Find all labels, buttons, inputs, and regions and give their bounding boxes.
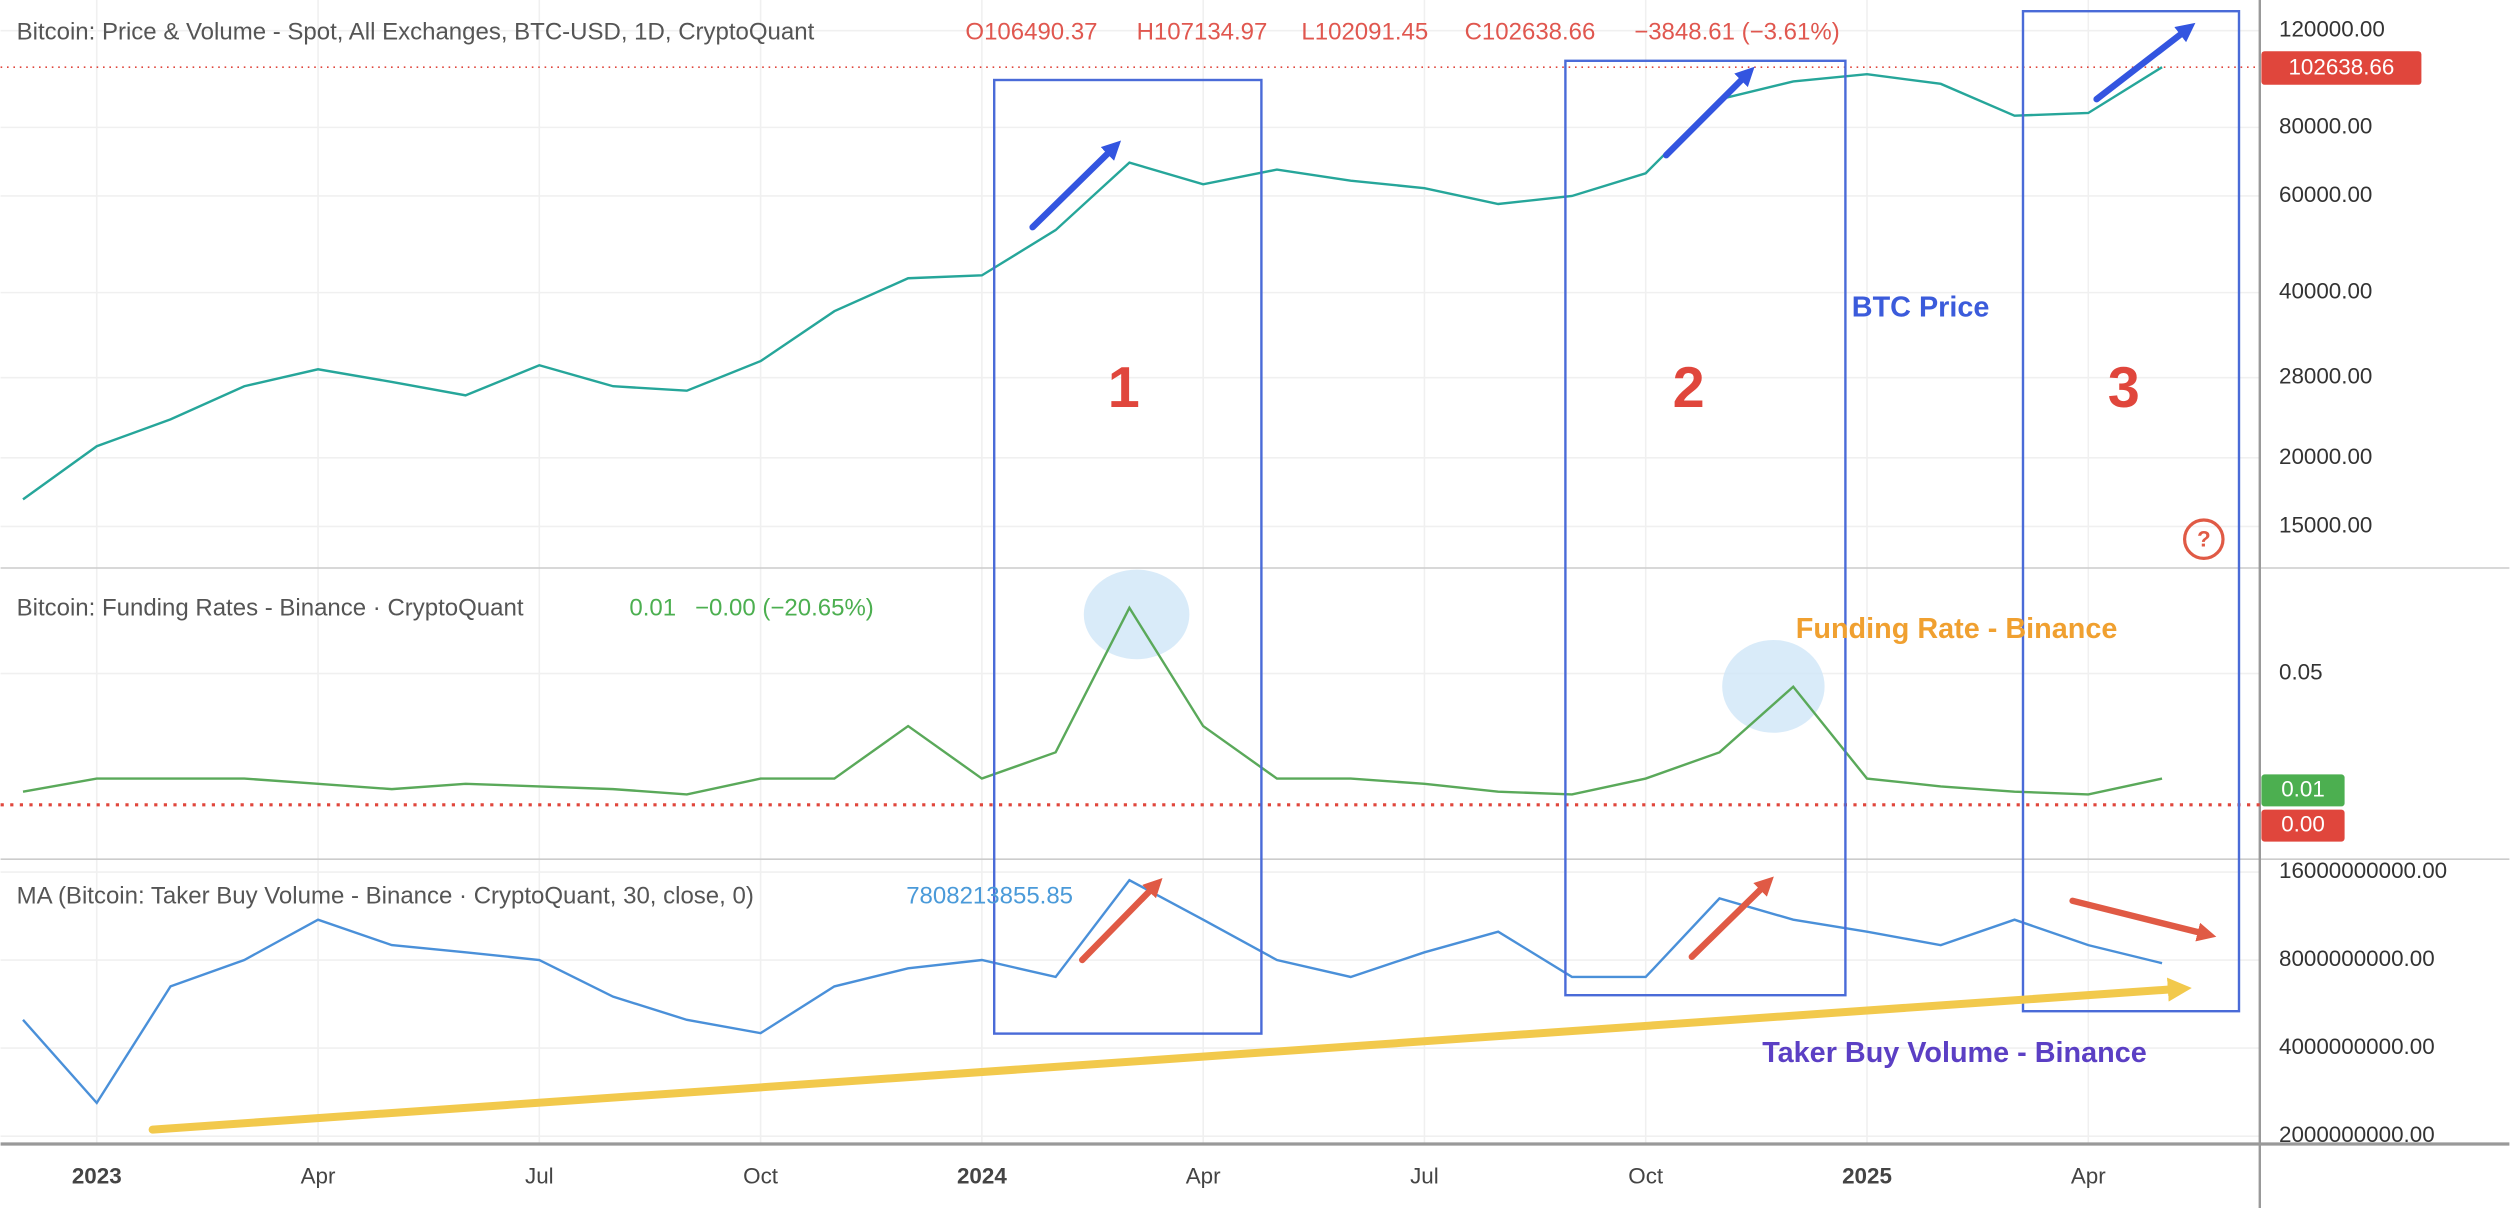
legend-value: O106490.37 bbox=[965, 19, 1097, 46]
y-tick-label: 0.05 bbox=[2279, 659, 2323, 684]
x-tick-label: Jul bbox=[525, 1164, 554, 1189]
legend-value: H107134.97 bbox=[1137, 19, 1268, 46]
legend-title: MA (Bitcoin: Taker Buy Volume - Binance … bbox=[17, 883, 754, 910]
legend-value: 0.01 bbox=[629, 595, 676, 622]
box-number: 1 bbox=[1108, 356, 1140, 420]
x-tick-label: Apr bbox=[1186, 1164, 1221, 1189]
legend-title: Bitcoin: Funding Rates - Binance · Crypt… bbox=[17, 595, 524, 622]
y-tick-label: 60000.00 bbox=[2279, 182, 2372, 207]
funding-legend: Bitcoin: Funding Rates - Binance · Crypt… bbox=[17, 595, 874, 622]
legend-value: −3848.61 (−3.61%) bbox=[1634, 19, 1840, 46]
annotation: Taker Buy Volume - Binance bbox=[1762, 1037, 2147, 1069]
legend-value: 7808213855.85 bbox=[906, 883, 1073, 910]
x-tick-label: 2023 bbox=[72, 1164, 122, 1189]
price-badge-text: 102638.66 bbox=[2288, 55, 2394, 80]
x-tick-label: Oct bbox=[1628, 1164, 1664, 1189]
price-legend: Bitcoin: Price & Volume - Spot, All Exch… bbox=[17, 19, 1840, 46]
annotation: Funding Rate - Binance bbox=[1796, 613, 2118, 645]
series-line bbox=[22, 878, 2163, 1105]
y-tick-label: 4000000000.00 bbox=[2279, 1034, 2435, 1059]
y-tick-label: 120000.00 bbox=[2279, 17, 2385, 42]
arrows bbox=[148, 22, 2217, 1134]
x-tick-label: Apr bbox=[2071, 1164, 2106, 1189]
funding-badge-text: 0.00 bbox=[2281, 812, 2325, 837]
price-badge bbox=[2261, 51, 2422, 85]
x-tick-label: 2024 bbox=[957, 1164, 1007, 1189]
y-tick-label: 2000000000.00 bbox=[2279, 1122, 2435, 1147]
annotation: BTC Price bbox=[1852, 291, 1990, 323]
funding-badge-text: 0.01 bbox=[2281, 776, 2325, 801]
help-icon-text: ? bbox=[2197, 527, 2211, 552]
legend-title: Bitcoin: Price & Volume - Spot, All Exch… bbox=[17, 19, 815, 46]
x-tick-label: Apr bbox=[301, 1164, 336, 1189]
legend-value: L102091.45 bbox=[1301, 19, 1428, 46]
legend-value: C102638.66 bbox=[1465, 19, 1596, 46]
series-line bbox=[22, 66, 2163, 501]
x-tick-label: Oct bbox=[743, 1164, 779, 1189]
y-tick-label: 8000000000.00 bbox=[2279, 946, 2435, 971]
x-tick-label: 2025 bbox=[1842, 1164, 1892, 1189]
highlight bbox=[1722, 640, 1825, 733]
y-tick-label: 20000.00 bbox=[2279, 444, 2372, 469]
plot bbox=[0, 66, 2260, 1105]
x-tick-label: Jul bbox=[1410, 1164, 1439, 1189]
help-icon[interactable] bbox=[2183, 518, 2225, 560]
y-tick-label: 15000.00 bbox=[2279, 512, 2372, 537]
volume-legend: MA (Bitcoin: Taker Buy Volume - Binance … bbox=[17, 883, 1073, 910]
grid bbox=[0, 0, 2260, 1144]
y-tick-label: 80000.00 bbox=[2279, 113, 2372, 138]
box-number: 3 bbox=[2108, 356, 2140, 420]
y-tick-label: 28000.00 bbox=[2279, 364, 2372, 389]
boxes bbox=[993, 10, 2241, 1035]
y-tick-label: 40000.00 bbox=[2279, 279, 2372, 304]
funding-badge bbox=[2261, 774, 2345, 807]
y-tick-label: 16000000000.00 bbox=[2279, 858, 2447, 883]
series-line bbox=[22, 605, 2163, 796]
funding-badge bbox=[2261, 809, 2345, 842]
highlight bbox=[1083, 569, 1190, 660]
legend-value: −0.00 (−20.65%) bbox=[695, 595, 874, 622]
box-number: 2 bbox=[1673, 356, 1705, 420]
